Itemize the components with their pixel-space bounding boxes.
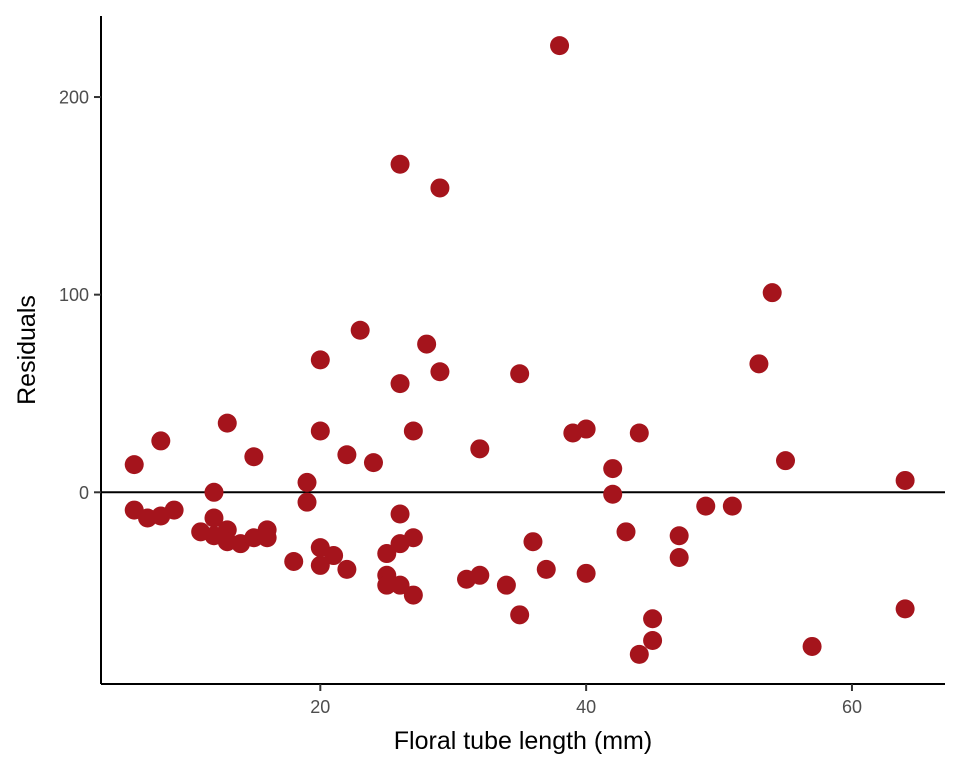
data-point: [284, 551, 304, 571]
data-point: [204, 508, 224, 528]
y-tick-label: 100: [59, 285, 89, 305]
data-point: [350, 320, 370, 340]
data-point: [164, 500, 184, 520]
y-tick-label: 200: [59, 88, 89, 108]
data-point: [536, 559, 556, 579]
data-point: [510, 605, 530, 625]
data-point: [496, 575, 516, 595]
data-point: [403, 421, 423, 441]
data-point: [337, 445, 357, 465]
data-point: [124, 455, 144, 475]
data-point: [390, 504, 410, 524]
y-tick-label: 0: [79, 483, 89, 503]
data-point: [669, 548, 689, 568]
data-point: [629, 644, 649, 664]
data-point: [204, 482, 224, 502]
data-point: [403, 585, 423, 605]
data-point: [470, 439, 490, 459]
x-axis-title: Floral tube length (mm): [394, 727, 652, 755]
data-point: [762, 283, 782, 303]
data-point: [297, 492, 317, 512]
x-tick-label: 40: [576, 697, 596, 717]
data-point: [643, 631, 663, 651]
data-point: [643, 609, 663, 629]
data-point: [430, 178, 450, 198]
data-point: [722, 496, 742, 516]
data-point: [244, 447, 264, 467]
data-point: [310, 421, 330, 441]
data-point: [377, 544, 397, 564]
data-point: [337, 559, 357, 579]
data-point: [310, 555, 330, 575]
data-point: [390, 374, 410, 394]
data-point: [151, 431, 171, 451]
data-point: [390, 575, 410, 595]
data-point: [324, 546, 344, 566]
data-point: [895, 599, 915, 619]
data-point: [217, 413, 237, 433]
data-point: [377, 575, 397, 595]
data-point: [523, 532, 543, 552]
x-axis-ticks: 20 40 60: [310, 684, 862, 717]
data-point: [470, 565, 490, 585]
data-point: [696, 496, 716, 516]
data-point: [616, 522, 636, 542]
data-point: [510, 364, 530, 384]
data-point: [603, 459, 623, 479]
data-point: [895, 470, 915, 490]
data-point: [576, 419, 596, 439]
data-point: [749, 354, 769, 374]
data-point: [363, 453, 383, 473]
data-point: [257, 528, 277, 548]
data-point: [603, 484, 623, 504]
data-point: [390, 154, 410, 174]
data-point: [417, 334, 437, 354]
data-point: [403, 528, 423, 548]
data-point: [297, 472, 317, 492]
data-point: [629, 423, 649, 443]
data-point: [669, 526, 689, 546]
data-point: [576, 563, 596, 583]
y-axis-title: Residuals: [13, 295, 41, 405]
x-tick-label: 60: [842, 697, 862, 717]
data-points: [124, 36, 915, 664]
data-point: [550, 36, 570, 56]
data-point: [776, 451, 796, 471]
data-point: [430, 362, 450, 382]
data-point: [310, 350, 330, 370]
data-point: [802, 636, 822, 656]
y-axis-ticks: 0 100 200: [59, 88, 101, 503]
x-tick-label: 20: [310, 697, 330, 717]
